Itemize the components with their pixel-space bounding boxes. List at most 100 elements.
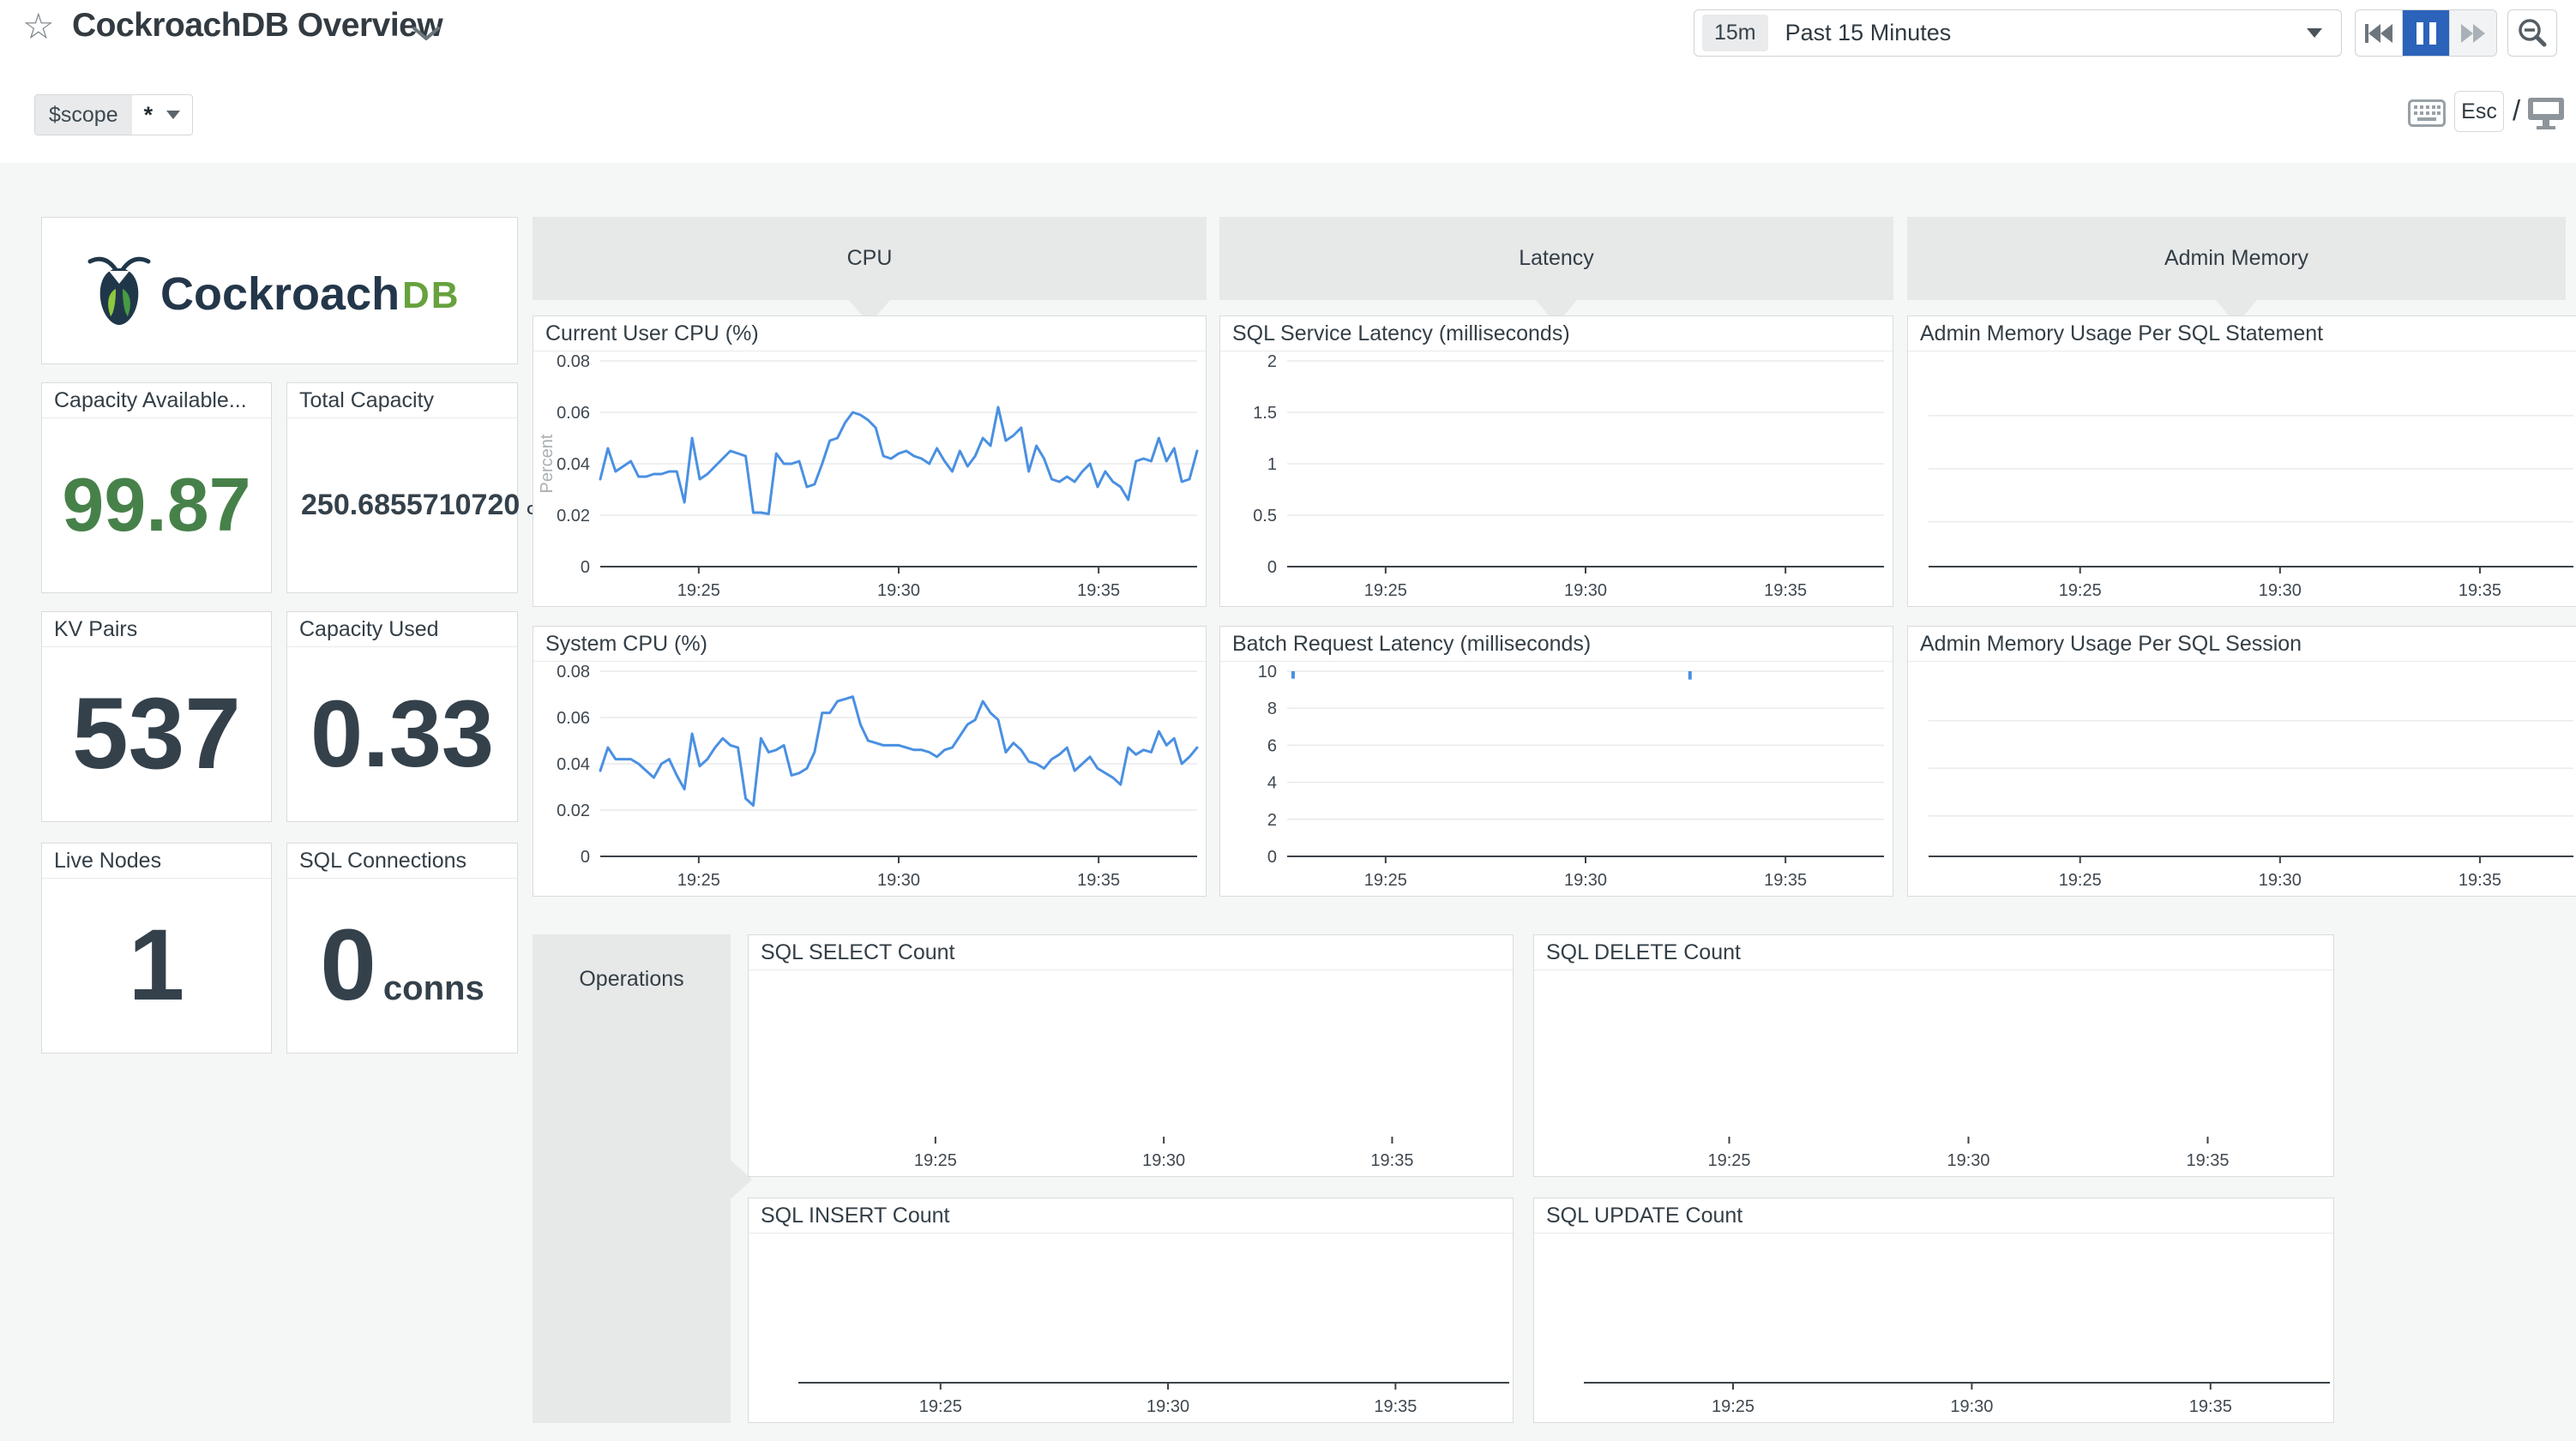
chart-card-sql-select-count: SQL SELECT Count 19:25 19:30 19:35 [748,934,1514,1177]
svg-text:19:35: 19:35 [2186,1151,2229,1170]
time-range-selector[interactable]: 15m Past 15 Minutes [1694,9,2342,57]
chart-title: SQL INSERT Count [749,1198,1513,1234]
stat-title: KV Pairs [42,612,271,647]
chart-title: System CPU (%) [533,627,1206,662]
chart-card-admin-memory-statement: Admin Memory Usage Per SQL Statement 19:… [1907,315,2576,607]
sql-delete-count-chart[interactable]: 19:25 19:30 19:35 [1534,970,2333,1176]
time-range-caret-icon [2307,28,2322,38]
chart-card-sql-insert-count: SQL INSERT Count 19:25 19:30 19:35 [748,1198,1514,1423]
favorite-star-icon[interactable]: ☆ [22,6,55,46]
sql-update-count-chart[interactable]: 19:25 19:30 19:35 [1534,1233,2333,1422]
svg-text:0.04: 0.04 [557,455,590,474]
svg-text:19:25: 19:25 [1712,1397,1754,1416]
svg-text:19:30: 19:30 [1564,871,1607,890]
chart-card-admin-memory-session: Admin Memory Usage Per SQL Session 19:25… [1907,626,2576,897]
svg-text:19:30: 19:30 [877,871,920,890]
rewind-button[interactable] [2356,10,2403,56]
group-label: CPU [846,246,893,270]
chart-title: SQL UPDATE Count [1534,1198,2333,1234]
group-label: Admin Memory [2164,246,2309,270]
chart-title: Batch Request Latency (milliseconds) [1220,627,1893,662]
svg-text:19:25: 19:25 [1364,871,1407,890]
svg-text:19:35: 19:35 [1374,1397,1417,1416]
stat-title: Capacity Used [287,612,517,647]
svg-text:1: 1 [1267,455,1277,474]
group-header-latency[interactable]: Latency [1219,217,1893,300]
sql-insert-count-chart[interactable]: 19:25 19:30 19:35 [749,1233,1513,1422]
group-header-operations[interactable]: Operations [533,934,731,1423]
group-header-cpu[interactable]: CPU [533,217,1207,300]
keyboard-shortcuts-icon[interactable] [2408,99,2446,131]
svg-text:0.02: 0.02 [557,802,590,820]
scope-caret-icon [166,111,181,119]
chart-card-sql-delete-count: SQL DELETE Count 19:25 19:30 19:35 [1533,934,2334,1177]
svg-text:19:30: 19:30 [1564,581,1607,600]
esc-key-badge: Esc [2454,91,2504,132]
chart-title: SQL DELETE Count [1534,935,2333,970]
slash-separator: / [2513,94,2521,126]
svg-text:0.08: 0.08 [557,663,590,681]
template-variable-scope[interactable]: $scope * [34,94,194,135]
group-header-admin-memory[interactable]: Admin Memory [1907,217,2566,300]
stat-title: Live Nodes [42,844,271,879]
svg-text:19:25: 19:25 [677,871,720,890]
admin-memory-session-chart[interactable]: 19:25 19:30 19:35 [1908,661,2576,896]
zoom-out-button[interactable] [2507,9,2557,57]
cockroachdb-logo: Cockroach DB [87,256,460,325]
svg-text:19:30: 19:30 [1142,1151,1185,1170]
svg-text:0: 0 [1267,848,1277,867]
pause-button[interactable] [2403,10,2450,56]
svg-text:19:30: 19:30 [1950,1397,1993,1416]
chart-title: SQL Service Latency (milliseconds) [1220,316,1893,351]
stat-value: 0.33 [310,681,495,787]
stat-value: 537 [72,677,241,790]
svg-text:Percent: Percent [538,434,557,493]
svg-text:0: 0 [1267,558,1277,577]
svg-text:0.08: 0.08 [557,352,590,371]
svg-text:0.5: 0.5 [1253,507,1277,525]
svg-text:19:30: 19:30 [1147,1397,1189,1416]
stat-card-capacity-used: Capacity Used 0.33 [286,611,518,822]
svg-text:19:25: 19:25 [2059,871,2102,890]
svg-text:19:35: 19:35 [1077,871,1120,890]
stat-value: 99.87 [62,462,251,547]
stat-card-total-capacity: Total Capacity 250.6855710720 GB [286,382,547,593]
sql-select-count-chart[interactable]: 19:25 19:30 19:35 [749,970,1513,1176]
svg-text:6: 6 [1267,736,1277,755]
batch-request-latency-chart[interactable]: 0 2 4 6 8 10 19:25 19:30 19:35 [1220,661,1893,896]
svg-text:19:35: 19:35 [1764,871,1807,890]
tv-mode-icon[interactable] [2526,96,2566,135]
svg-text:2: 2 [1267,352,1277,371]
svg-text:DB: DB [402,274,460,316]
chart-title: Current User CPU (%) [533,316,1206,351]
stat-value: 250.6855710720 [301,488,521,521]
fast-forward-button[interactable] [2450,10,2496,56]
stat-unit: conns [382,970,485,1007]
current-user-cpu-chart[interactable]: 0 0.02 0.04 0.06 0.08 19:25 19:30 19:35 Percent [533,351,1206,606]
svg-text:0.06: 0.06 [557,709,590,728]
time-range-label: Past 15 Minutes [1785,20,1952,45]
svg-text:19:25: 19:25 [919,1397,962,1416]
group-label: Latency [1519,246,1594,270]
dashboard-title-chevron-down-icon[interactable] [412,26,441,47]
stat-card-kv-pairs: KV Pairs 537 [41,611,272,822]
stat-title: Capacity Available... [42,383,271,418]
svg-text:Cockroach: Cockroach [160,268,400,320]
time-range-badge: 15m [1702,15,1768,51]
scope-value: * [143,101,153,128]
admin-memory-statement-chart[interactable]: 19:25 19:30 19:35 [1908,351,2576,606]
svg-text:19:25: 19:25 [1707,1151,1750,1170]
scope-label: $scope [35,95,132,135]
svg-text:1.5: 1.5 [1253,404,1277,423]
svg-text:19:35: 19:35 [1370,1151,1413,1170]
svg-text:10: 10 [1258,663,1277,681]
chart-card-system-cpu: System CPU (%) 0 0.02 0.04 0.06 0.08 19:25 19:… [533,626,1207,897]
page-title: CockroachDB Overview [72,7,443,44]
svg-text:2: 2 [1267,811,1277,830]
svg-text:0: 0 [581,558,590,577]
stat-card-capacity-available: Capacity Available... 99.87 [41,382,272,593]
sql-service-latency-chart[interactable]: 0 0.5 1 1.5 2 19:25 19:30 19:35 [1220,351,1893,606]
system-cpu-chart[interactable]: 0 0.02 0.04 0.06 0.08 19:25 19:30 19:35 [533,661,1206,896]
chart-card-batch-request-latency: Batch Request Latency (milliseconds) 0 2 4… [1219,626,1893,897]
